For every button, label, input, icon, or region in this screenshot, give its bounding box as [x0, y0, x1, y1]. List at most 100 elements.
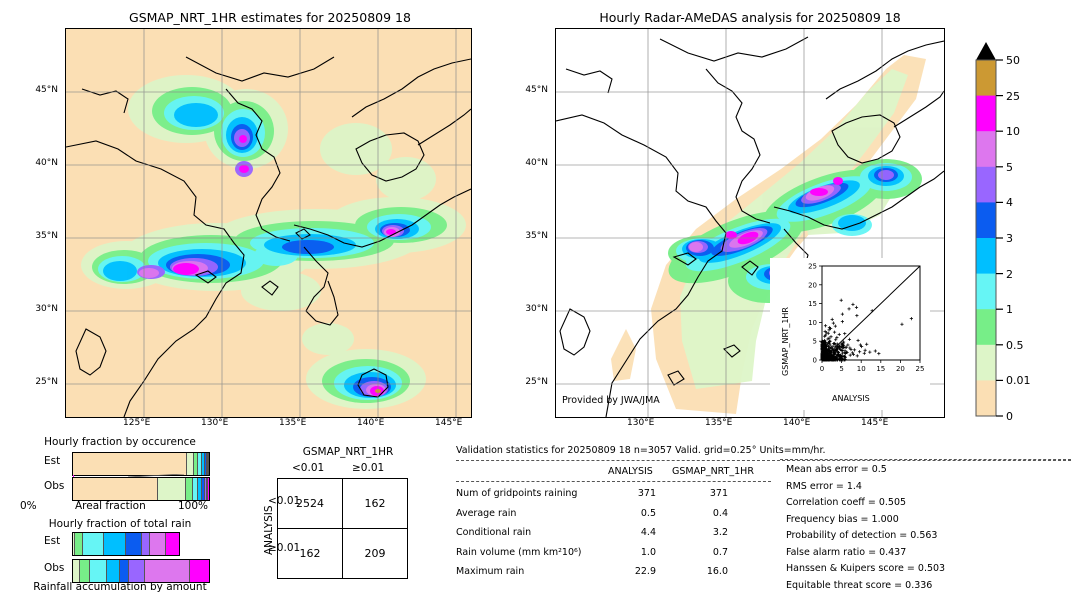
lat-tick: 25°N: [525, 377, 548, 387]
total-rain-bar-est: [72, 532, 180, 556]
colorbar-tick-label: 4: [1006, 196, 1013, 209]
lon-tick: 145°E: [861, 418, 888, 428]
map-attribution: Provided by JWA/JMA: [562, 395, 660, 406]
validation-units: Units=mm/hr.: [759, 445, 825, 456]
left-panel-title: GSMAP_NRT_1HR estimates for 20250809 18: [60, 10, 480, 25]
metric-label: RMS error =: [786, 481, 847, 492]
colorbar-tick-label: 2: [1006, 268, 1013, 281]
total-rain-row-label-est: Est: [44, 535, 60, 547]
metric-value: 0.336: [905, 580, 932, 591]
colorbar-tick-label: 0: [1006, 410, 1013, 423]
scatter-ylabel: GSMAP_NRT_1HR: [781, 307, 790, 376]
validation-row-gsmap: 3.2: [678, 527, 728, 538]
occurrence-bar-obs: [72, 477, 210, 501]
metric-value: 1.4: [847, 481, 862, 492]
lat-tick: 35°N: [35, 231, 58, 241]
cell-hit: 209: [343, 529, 408, 579]
validation-row-analysis: 371: [606, 488, 656, 499]
scatter-ytick-label: 25: [808, 263, 817, 271]
cell-hit-none: 2524: [278, 479, 343, 529]
right-panel-title: Hourly Radar-AMeDAS analysis for 2025080…: [550, 10, 950, 25]
table-row: 162 209: [278, 529, 408, 579]
metric-value: 1.000: [872, 514, 899, 525]
metric-row: Hanssen & Kuipers score = 0.503: [786, 563, 1076, 580]
lat-tick: 45°N: [525, 85, 548, 95]
metric-row: Frequency bias = 1.000: [786, 514, 1076, 531]
metric-row: False alarm ratio = 0.437: [786, 547, 1076, 564]
bar-segment: [150, 533, 166, 555]
bar-segment: [126, 533, 142, 555]
metric-value: 0.505: [879, 497, 906, 508]
validation-row-label: Average rain: [456, 508, 516, 519]
metric-row: Equitable threat score = 0.336: [786, 580, 1076, 597]
left-map-lat-ticks: 45°N 40°N 35°N 30°N 25°N: [22, 28, 62, 416]
bar-segment: [104, 533, 126, 555]
lon-tick: 140°E: [357, 418, 384, 428]
metric-label: Mean abs error =: [786, 464, 872, 475]
lon-tick: 145°E: [435, 418, 462, 428]
gsmap-estimates-map: [65, 28, 472, 418]
bar-segment: [158, 478, 186, 500]
bar-segment: [129, 560, 145, 582]
validation-row: Average rain 0.5 0.4: [456, 508, 776, 528]
validation-row: Num of gridpoints raining 371 371: [456, 488, 776, 508]
colorbar-tick-label: 25: [1006, 90, 1020, 103]
axis-label: Areal fraction: [75, 500, 146, 512]
bar-segment: [73, 560, 80, 582]
metric-value: 0.563: [910, 530, 937, 541]
metric-value: 0.437: [879, 547, 906, 558]
occurrence-bar-est: [72, 452, 210, 476]
bar-segment: [73, 453, 187, 475]
scatter-xlabel: ANALYSIS: [832, 394, 870, 403]
metric-label: False alarm ratio =: [786, 547, 879, 558]
colorbar-tick-label: 50: [1006, 54, 1020, 67]
validation-row-analysis: 22.9: [606, 566, 656, 577]
colorbar: 50 25 10 5 4 3 2 1 0.5 0.01 0: [968, 28, 1078, 428]
lat-tick: 40°N: [35, 158, 58, 168]
lat-tick: 40°N: [525, 158, 548, 168]
scatter-xtick-label: 25: [916, 365, 925, 373]
contingency-table: 2524 162 162 209: [277, 478, 408, 579]
validation-row-gsmap: 0.7: [678, 547, 728, 558]
colorbar-tick-label: 0.5: [1006, 339, 1024, 352]
metrics-divider: [780, 459, 1071, 460]
lon-tick: 130°E: [201, 418, 228, 428]
metric-row: Probability of detection = 0.563: [786, 530, 1076, 547]
validation-row: Conditional rain 4.4 3.2: [456, 527, 776, 547]
scatter-ytick-label: 15: [808, 300, 817, 308]
total-rain-axis-label: Rainfall accumulation by amount: [20, 581, 220, 593]
contingency-column-header: GSMAP_NRT_1HR: [288, 446, 408, 458]
axis-min-label: 0%: [20, 500, 37, 512]
bar-segment: [208, 453, 209, 475]
colorbar-tick-label: 1: [1006, 303, 1013, 316]
scatter-xtick-label: 0: [820, 365, 824, 373]
bar-segment: [90, 560, 107, 582]
colorbar-tick-label: 5: [1006, 161, 1013, 174]
validation-row-analysis: 1.0: [606, 547, 656, 558]
validation-header: Validation statistics for 20250809 18 n=…: [456, 445, 826, 456]
metric-label: Correlation coeff =: [786, 497, 879, 508]
validation-row-gsmap: 371: [678, 488, 728, 499]
bar-segment: [190, 560, 209, 582]
scatter-xtick-label: 20: [896, 365, 905, 373]
metric-value: 0.5: [872, 464, 887, 475]
bar-segment: [73, 478, 158, 500]
validation-row: Maximum rain 22.9 16.0: [456, 566, 776, 586]
cell-false-alarm: 162: [343, 479, 408, 529]
scatter-ytick-label: 5: [813, 338, 817, 346]
occurrence-connector: [72, 474, 208, 477]
scatter-ytick-label: 20: [808, 281, 817, 289]
lon-tick: 140°E: [783, 418, 810, 428]
bar-segment: [145, 560, 190, 582]
total-rain-chart-title: Hourly fraction of total rain: [20, 518, 220, 530]
lat-tick: 35°N: [525, 231, 548, 241]
bar-segment: [166, 533, 179, 555]
scatter-plot-inset: GSMAP_NRT_1HR ANALYSIS 0 5 10 15 20 25 0 5 10 15…: [770, 258, 930, 410]
validation-row-analysis: 4.4: [606, 527, 656, 538]
bar-segment: [83, 533, 104, 555]
colorbar-tick-label: 3: [1006, 232, 1013, 245]
total-rain-row-label-obs: Obs: [44, 562, 64, 574]
table-row: 2524 162: [278, 479, 408, 529]
lon-tick: 135°E: [279, 418, 306, 428]
bar-segment: [187, 453, 194, 475]
